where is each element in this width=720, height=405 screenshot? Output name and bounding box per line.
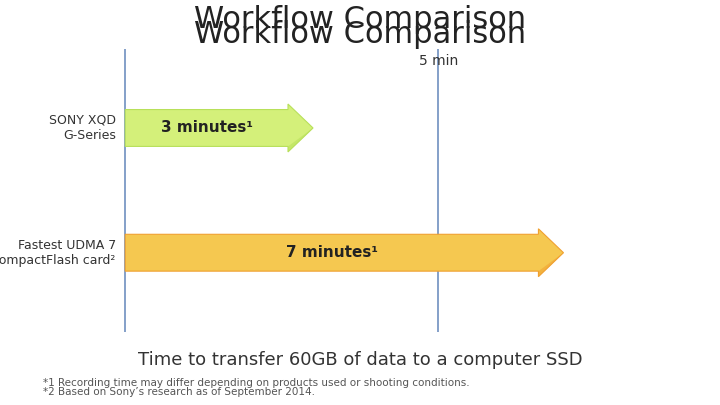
Text: SONY XQD
G-Series: SONY XQD G-Series — [49, 114, 116, 142]
Polygon shape — [125, 104, 313, 152]
Text: Fastest UDMA 7
CompactFlash card²: Fastest UDMA 7 CompactFlash card² — [0, 239, 116, 267]
Text: Time to transfer 60GB of data to a computer SSD: Time to transfer 60GB of data to a compu… — [138, 352, 582, 369]
Polygon shape — [125, 253, 564, 277]
Text: Workflow Comparison: Workflow Comparison — [194, 5, 526, 34]
Polygon shape — [125, 229, 564, 277]
Text: *2 Based on Sony’s research as of September 2014.: *2 Based on Sony’s research as of Septem… — [43, 387, 315, 397]
Text: *1 Recording time may differ depending on products used or shooting conditions.: *1 Recording time may differ depending o… — [43, 378, 470, 388]
Polygon shape — [125, 128, 313, 152]
Text: Workflow Comparison: Workflow Comparison — [194, 20, 526, 49]
Text: 7 minutes¹: 7 minutes¹ — [286, 245, 378, 260]
Text: 5 min: 5 min — [418, 54, 458, 68]
Text: 3 minutes¹: 3 minutes¹ — [161, 120, 253, 136]
